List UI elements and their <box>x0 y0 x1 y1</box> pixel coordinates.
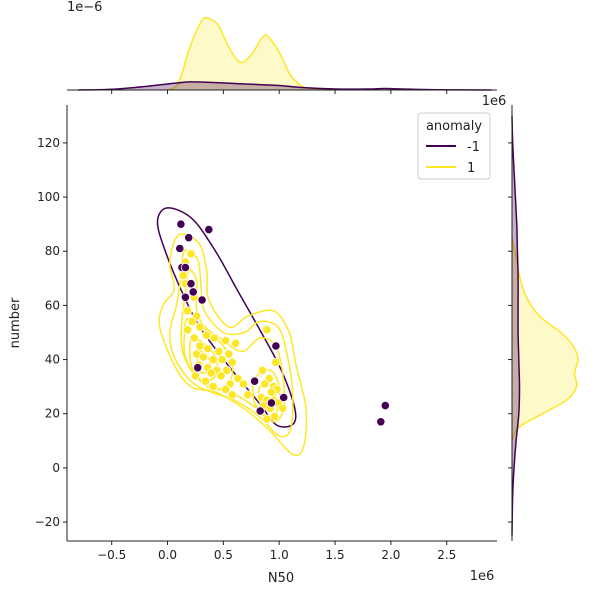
x-tick-label: 2.0 <box>381 548 400 562</box>
scatter-point-neg1 <box>186 279 196 289</box>
scatter-point-pos1 <box>221 335 231 346</box>
scatter-point-pos1 <box>270 411 280 421</box>
legend-label-pos1: 1 <box>467 161 475 176</box>
scatter-point-pos1 <box>195 341 205 351</box>
right-marginal-line-neg1 <box>511 115 521 536</box>
kde-contour-neg1 <box>156 207 297 428</box>
scatter-point-neg1 <box>197 295 207 305</box>
scatter-point-neg1 <box>193 363 203 373</box>
scatter-point-neg1 <box>204 225 214 235</box>
top-marginal-kde <box>78 17 492 91</box>
right-marginal-fill-neg1 <box>512 115 520 536</box>
scatter-point-pos1 <box>183 306 193 316</box>
scatter-point-pos1 <box>187 316 197 327</box>
scatter-point-pos1 <box>198 352 208 362</box>
scatter-points <box>175 219 390 427</box>
scatter-point-pos1 <box>243 390 253 400</box>
scatter-point-neg1 <box>279 392 289 403</box>
scatter-point-pos1 <box>222 365 232 375</box>
scatter-point-pos1 <box>203 344 213 354</box>
scatter-point-pos1 <box>186 249 196 259</box>
x-axis-ticks: −0.5 0.0 0.5 1.0 1.5 2.0 2.5 <box>97 90 456 562</box>
scatter-point-pos1 <box>208 381 218 392</box>
x-tick-label: 1.0 <box>270 548 289 562</box>
x-tick-label: 0.0 <box>158 548 177 562</box>
scatter-point-pos1 <box>233 373 243 384</box>
scatter-point-pos1 <box>200 376 211 386</box>
scatter-point-neg1 <box>250 376 260 386</box>
scatter-point-pos1 <box>216 371 226 381</box>
scatter-point-pos1 <box>277 403 288 413</box>
scatter-point-pos1 <box>202 330 212 340</box>
legend: anomaly -1 1 <box>417 112 491 180</box>
scatter-point-pos1 <box>221 384 231 394</box>
y-tick-label: −20 <box>35 515 60 529</box>
scatter-point-neg1 <box>188 287 198 297</box>
scatter-point-neg1 <box>266 398 276 408</box>
y-tick-label: 60 <box>45 298 60 312</box>
scatter-point-neg1 <box>255 406 265 416</box>
y-tick-label: 80 <box>45 244 60 258</box>
kde-contour-pos1 <box>252 369 281 418</box>
legend-label-neg1: -1 <box>467 140 480 155</box>
y-tick-label: 100 <box>37 190 60 204</box>
scatter-point-pos1 <box>209 333 219 343</box>
scatter-point-neg1 <box>175 243 185 254</box>
kde-contour-pos1 <box>158 233 308 457</box>
y-tick-label: 40 <box>45 353 60 367</box>
y-tick-label: 20 <box>45 407 60 421</box>
scatter-point-pos1 <box>266 387 276 397</box>
x-axis-label: N50 <box>268 571 294 586</box>
scatter-point-pos1 <box>217 354 227 365</box>
scatter-point-pos1 <box>224 349 234 359</box>
scatter-point-neg1 <box>180 292 190 302</box>
scatter-point-pos1 <box>183 325 193 335</box>
x-tick-label: 1.5 <box>326 548 345 562</box>
scatter-point-neg1 <box>180 262 190 273</box>
scatter-point-pos1 <box>227 390 237 400</box>
scatter-point-pos1 <box>238 379 249 389</box>
y-tick-label: 120 <box>37 136 60 150</box>
scatter-point-pos1 <box>260 379 270 389</box>
scatter-point-pos1 <box>206 368 216 378</box>
scatter-point-neg1 <box>380 400 390 411</box>
scatter-point-pos1 <box>189 333 199 343</box>
scatter-point-neg1 <box>376 417 386 427</box>
scatter-point-pos1 <box>190 371 200 381</box>
top-marginal-line-pos1 <box>167 17 330 91</box>
scatter-point-pos1 <box>257 365 268 375</box>
scatter-point-pos1 <box>231 338 241 348</box>
y-axis-label: number <box>8 297 23 348</box>
right-marginal-scale-label: 1e6 <box>482 94 507 109</box>
right-marginal-kde <box>511 115 579 536</box>
scatter-point-pos1 <box>214 346 224 356</box>
y-axis-ticks: −20 0 20 40 60 80 100 120 <box>35 136 512 529</box>
top-marginal-scale-label: 1e−6 <box>67 0 102 15</box>
y-tick-label: 0 <box>52 461 60 475</box>
scatter-point-pos1 <box>262 325 272 335</box>
x-tick-label: 2.5 <box>437 548 456 562</box>
kde-contour-pos1 <box>168 249 294 438</box>
top-marginal-line-neg1 <box>78 81 492 91</box>
scatter-point-neg1 <box>176 219 186 229</box>
x-axis-scale-label: 1e6 <box>470 569 495 584</box>
scatter-point-neg1 <box>184 233 194 243</box>
scatter-point-pos1 <box>271 357 281 367</box>
scatter-point-pos1 <box>227 357 237 367</box>
x-tick-label: 0.5 <box>214 548 233 562</box>
scatter-point-pos1 <box>208 354 218 365</box>
legend-title: anomaly <box>426 119 482 134</box>
scatter-point-neg1 <box>271 341 281 351</box>
scatter-point-pos1 <box>262 414 272 424</box>
top-marginal-fill-neg1 <box>78 81 492 90</box>
x-tick-label: −0.5 <box>97 548 126 562</box>
right-marginal-fill-pos1 <box>512 237 579 441</box>
scatter-point-pos1 <box>195 322 205 332</box>
top-marginal-fill-pos1 <box>167 17 330 90</box>
scatter-point-pos1 <box>178 270 188 281</box>
